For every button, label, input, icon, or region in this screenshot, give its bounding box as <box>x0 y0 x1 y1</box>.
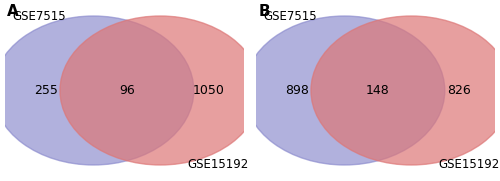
Text: A: A <box>8 4 19 19</box>
Text: GSE15192: GSE15192 <box>188 158 249 171</box>
Text: 826: 826 <box>448 84 471 97</box>
Text: GSE15192: GSE15192 <box>438 158 500 171</box>
Circle shape <box>60 16 261 165</box>
Text: 1050: 1050 <box>192 84 224 97</box>
Circle shape <box>0 16 194 165</box>
Text: 898: 898 <box>284 84 308 97</box>
Text: GSE7515: GSE7515 <box>12 10 66 23</box>
Text: 148: 148 <box>366 84 390 97</box>
Text: 96: 96 <box>119 84 135 97</box>
Circle shape <box>244 16 445 165</box>
Text: B: B <box>258 4 270 19</box>
Text: 255: 255 <box>34 84 58 97</box>
Text: GSE7515: GSE7515 <box>263 10 317 23</box>
Circle shape <box>311 16 500 165</box>
